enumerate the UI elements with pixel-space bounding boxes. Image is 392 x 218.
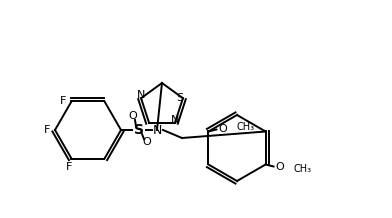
Text: CH₃: CH₃: [294, 165, 312, 174]
Text: O: O: [275, 162, 284, 172]
Text: S: S: [176, 93, 183, 103]
Text: F: F: [66, 162, 73, 172]
Text: F: F: [44, 125, 50, 135]
Text: N: N: [137, 90, 145, 100]
Text: O: O: [143, 137, 151, 147]
Text: N: N: [152, 124, 162, 136]
Text: F: F: [60, 96, 67, 106]
Text: N: N: [171, 115, 179, 125]
Text: O: O: [129, 111, 137, 121]
Text: O: O: [218, 124, 227, 133]
Text: S: S: [134, 123, 144, 137]
Text: CH₃: CH₃: [236, 121, 254, 131]
